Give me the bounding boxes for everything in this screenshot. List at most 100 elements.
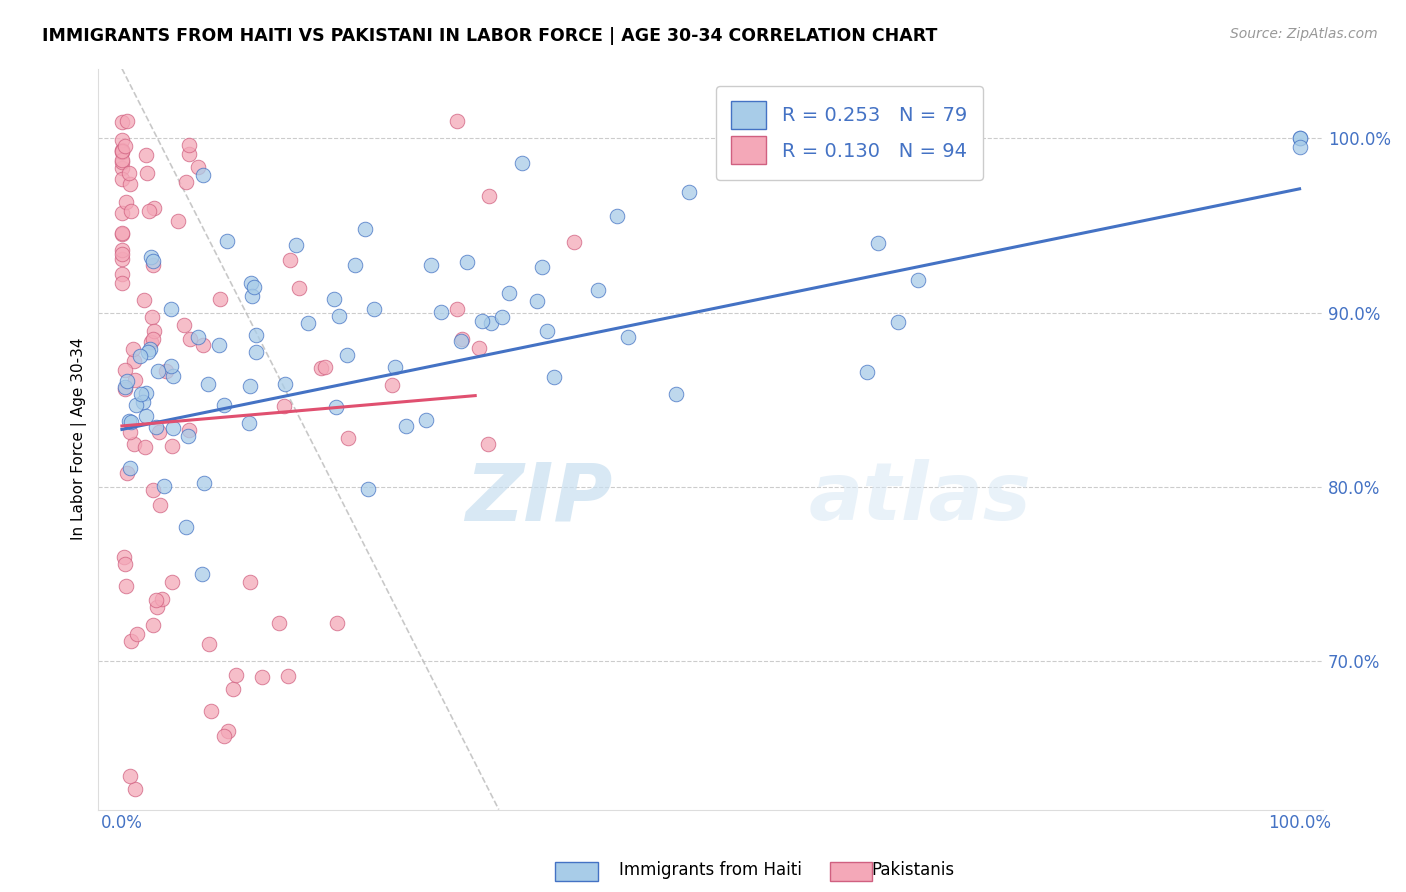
Point [174,175,197,189]
Point [177,429,200,443]
Point [477,437,499,451]
Point [111,161,134,176]
Point [115,113,138,128]
Point [239,276,262,290]
Point [471,314,494,328]
Point [531,260,554,275]
Text: IMMIGRANTS FROM HAITI VS PAKISTANI IN LABOR FORCE | AGE 30-34 CORRELATION CHART: IMMIGRANTS FROM HAITI VS PAKISTANI IN LA… [42,27,938,45]
Point [337,431,360,445]
Point [139,342,162,356]
Point [179,333,201,347]
Point [336,348,359,362]
Point [115,579,138,593]
Point [328,309,350,323]
Point [197,377,219,392]
Point [217,724,239,739]
Point [1288,131,1310,145]
Point [357,482,380,496]
Point [498,286,520,301]
Point [252,670,274,684]
Point [115,466,138,480]
Point [111,206,134,220]
Point [162,369,184,384]
Point [451,332,474,346]
Point [114,550,136,565]
Point [240,288,263,302]
Point [284,238,307,252]
Point [354,222,377,236]
Point [111,276,134,290]
Point [456,255,478,269]
Point [467,341,489,355]
Point [111,252,134,267]
Point [148,425,170,439]
Point [125,399,148,413]
Point [111,247,134,261]
Point [446,301,468,316]
Point [135,385,157,400]
Point [114,380,136,394]
Point [122,354,145,368]
Point [135,147,157,161]
Point [153,479,176,493]
Point [586,283,609,297]
Point [117,413,139,427]
Point [139,250,162,264]
Point [120,634,142,648]
Point [430,305,453,319]
Point [129,387,152,401]
Point [124,373,146,387]
Point [446,113,468,128]
Point [120,204,142,219]
Point [166,214,188,228]
Point [191,168,214,182]
Point [118,425,141,439]
Point [114,139,136,153]
Point [143,324,166,338]
Point [478,189,501,203]
Point [150,591,173,606]
Text: atlas: atlas [808,459,1032,537]
Point [907,273,929,287]
Point [162,421,184,435]
Point [238,574,260,589]
Point [120,460,142,475]
Point [419,259,441,273]
Point [136,344,159,359]
Point [212,729,235,743]
Point [145,599,167,614]
Point [344,258,367,272]
Point [111,155,134,169]
Point [142,483,165,497]
Text: Pakistanis: Pakistanis [872,861,955,879]
Point [142,258,165,272]
Point [526,293,548,308]
Point [111,144,134,158]
Point [111,153,134,167]
Point [187,160,209,174]
Point [111,115,134,129]
Point [245,327,267,342]
Point [207,337,229,351]
Point [243,280,266,294]
Point [225,668,247,682]
Point [314,359,336,374]
Point [479,316,502,330]
Point [187,330,209,344]
Point [111,243,134,257]
Point [1288,131,1310,145]
Point [111,267,134,281]
Point [120,415,142,429]
Point [856,365,879,379]
Point [238,417,260,431]
Point [322,292,344,306]
Point [269,615,291,630]
Point [142,253,165,268]
Point [111,227,134,241]
Point [142,202,165,216]
Point [114,558,136,572]
Point [142,333,165,347]
Point [111,143,134,157]
Point [120,769,142,783]
Point [155,364,177,378]
